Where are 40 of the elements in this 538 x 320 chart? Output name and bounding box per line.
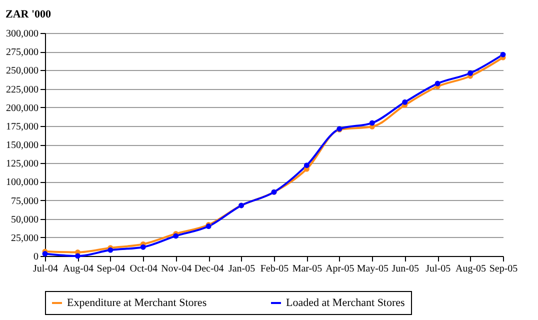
y-tick-label: 75,000: [11, 196, 38, 207]
y-tick-label: 50,000: [11, 214, 38, 226]
x-tick-label: Aug-05: [456, 264, 486, 274]
y-axis-title: ZAR '000: [6, 8, 52, 20]
y-tick-label: 300,000: [6, 28, 38, 40]
y-tick-label: 0: [34, 252, 38, 262]
y-tick-label: 275,000: [6, 47, 38, 58]
x-tick-label: Jul-04: [33, 264, 58, 274]
y-tick-label: 150,000: [6, 140, 38, 151]
y-tick-label: 100,000: [6, 177, 38, 188]
x-tick-label: Jun-05: [392, 264, 419, 274]
point: [468, 70, 474, 76]
x-tick-label: Jul-05: [426, 264, 451, 274]
x-tick-label: Apr-05: [326, 264, 354, 274]
point: [434, 80, 440, 86]
legend-label: Expenditure at Merchant Stores: [67, 297, 207, 309]
y-tick-label: 225,000: [6, 84, 38, 96]
x-tick-label: Nov-04: [161, 264, 192, 274]
x-tick-label: Jan-05: [228, 264, 256, 274]
x-tick-label: Aug-04: [62, 264, 94, 274]
x-tick-label: Dec-04: [194, 264, 224, 274]
x-tick-label: Feb-05: [260, 264, 289, 274]
y-tick-label: 200,000: [6, 102, 38, 114]
point: [402, 99, 408, 105]
point: [369, 120, 375, 126]
point: [74, 253, 80, 259]
y-tick-label: 250,000: [6, 66, 38, 77]
y-tick-label: 175,000: [6, 121, 38, 132]
x-tick-label: Sep-05: [489, 264, 518, 274]
point: [304, 162, 310, 168]
point: [173, 233, 179, 239]
x-tick-label: May-05: [356, 264, 388, 274]
x-tick-label: Mar-05: [292, 264, 322, 274]
legend-label: Loaded at Merchant Stores: [286, 297, 405, 309]
point: [500, 52, 506, 58]
point: [140, 244, 146, 250]
x-tick-label: Sep-04: [96, 264, 126, 274]
x-tick-label: Oct-04: [130, 264, 158, 274]
y-tick-label: 25,000: [11, 232, 38, 244]
y-tick-label: 125,000: [6, 158, 38, 170]
